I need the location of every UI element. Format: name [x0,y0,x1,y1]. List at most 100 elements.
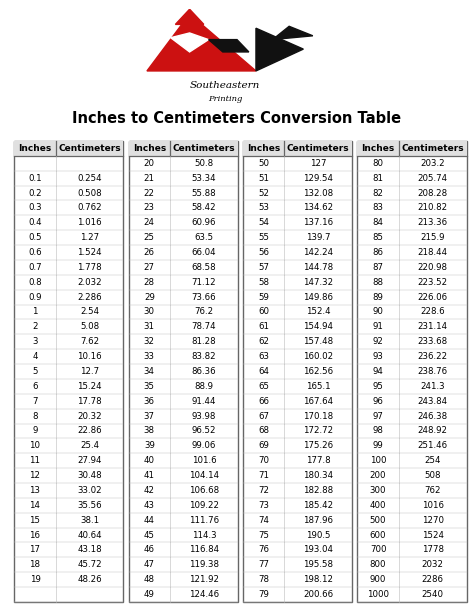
Text: 100: 100 [370,456,386,465]
Text: 37: 37 [144,411,155,421]
Text: 55: 55 [258,233,269,242]
Bar [243,141,352,602]
Text: 29: 29 [144,292,155,302]
Bar [357,141,466,156]
Text: 22: 22 [144,189,155,197]
Text: Inches: Inches [362,144,395,153]
Text: 96.52: 96.52 [191,427,216,435]
Text: 0.3: 0.3 [28,204,42,213]
Text: 0.9: 0.9 [28,292,42,302]
Text: 77: 77 [258,560,269,569]
Text: 132.08: 132.08 [303,189,333,197]
Text: 50: 50 [258,159,269,168]
Text: 248.92: 248.92 [418,427,447,435]
Text: 93.98: 93.98 [191,411,216,421]
Text: 27.94: 27.94 [77,456,102,465]
Text: 61: 61 [258,322,269,332]
Text: 2: 2 [32,322,38,332]
Text: 220.98: 220.98 [418,263,447,272]
Text: 0.5: 0.5 [28,233,42,242]
Text: 88.9: 88.9 [194,382,213,391]
Text: 55.88: 55.88 [191,189,216,197]
Text: 190.5: 190.5 [306,530,330,539]
Bar [128,141,238,156]
Text: 1778: 1778 [422,546,444,554]
Text: 90: 90 [373,308,383,316]
Text: 54: 54 [258,218,269,227]
Text: 193.04: 193.04 [303,546,333,554]
Polygon shape [175,9,204,25]
Text: 129.54: 129.54 [303,173,333,183]
Text: 246.38: 246.38 [418,411,448,421]
Text: 20.32: 20.32 [77,411,102,421]
Text: 58.42: 58.42 [191,204,216,213]
Text: 127: 127 [310,159,327,168]
Polygon shape [256,28,303,71]
Polygon shape [273,26,313,40]
Text: 1270: 1270 [422,516,444,525]
Text: Centimeters: Centimeters [287,144,350,153]
Text: 152.4: 152.4 [306,308,330,316]
Text: 251.46: 251.46 [418,441,448,451]
Text: 67: 67 [258,411,269,421]
Text: 16: 16 [29,530,40,539]
Text: 1.27: 1.27 [80,233,99,242]
Text: 1.778: 1.778 [77,263,102,272]
Text: Inches: Inches [133,144,166,153]
Text: 0.254: 0.254 [77,173,102,183]
Text: 51: 51 [258,173,269,183]
Text: 40: 40 [144,456,155,465]
Text: 53: 53 [258,204,269,213]
Text: 38: 38 [144,427,155,435]
Text: 72: 72 [258,486,269,495]
Text: 109.22: 109.22 [189,501,219,510]
Text: 42: 42 [144,486,155,495]
Text: 17.78: 17.78 [77,397,102,406]
Text: 1.524: 1.524 [77,248,102,257]
Text: 2286: 2286 [422,575,444,584]
Text: 96: 96 [373,397,383,406]
Text: 73: 73 [258,501,269,510]
Text: 7.62: 7.62 [80,337,99,346]
Text: 66: 66 [258,397,269,406]
Text: 20: 20 [144,159,155,168]
Text: 0.8: 0.8 [28,278,42,287]
Text: 38.1: 38.1 [80,516,99,525]
Text: 165.1: 165.1 [306,382,330,391]
Text: 213.36: 213.36 [418,218,448,227]
Text: 162.56: 162.56 [303,367,333,376]
Text: 62: 62 [258,337,269,346]
Text: Southeastern: Southeastern [190,81,260,89]
Text: 1.016: 1.016 [77,218,102,227]
Text: 10: 10 [29,441,40,451]
Text: 11: 11 [29,456,40,465]
Text: 119.38: 119.38 [189,560,219,569]
Text: 187.96: 187.96 [303,516,333,525]
Text: 500: 500 [370,516,386,525]
Text: 134.62: 134.62 [303,204,333,213]
Text: 79: 79 [258,590,269,599]
Text: 1016: 1016 [422,501,444,510]
Text: 205.74: 205.74 [418,173,448,183]
Text: 21: 21 [144,173,155,183]
Text: 241.3: 241.3 [420,382,445,391]
Text: 2.286: 2.286 [77,292,102,302]
Bar [14,141,123,156]
Text: 198.12: 198.12 [303,575,333,584]
Text: 218.44: 218.44 [418,248,448,257]
Text: 2.032: 2.032 [77,278,102,287]
Text: 74: 74 [258,516,269,525]
Text: Printing: Printing [208,94,242,102]
Text: 233.68: 233.68 [418,337,448,346]
Text: 60.96: 60.96 [191,218,216,227]
Text: 200: 200 [370,471,386,480]
Text: 900: 900 [370,575,386,584]
Text: 0.6: 0.6 [28,248,42,257]
Text: 6: 6 [32,382,38,391]
Text: 236.22: 236.22 [418,352,448,361]
Text: 69: 69 [258,441,269,451]
Text: 78.74: 78.74 [191,322,216,332]
Text: 180.34: 180.34 [303,471,333,480]
Text: 106.68: 106.68 [189,486,219,495]
Text: 86.36: 86.36 [191,367,216,376]
